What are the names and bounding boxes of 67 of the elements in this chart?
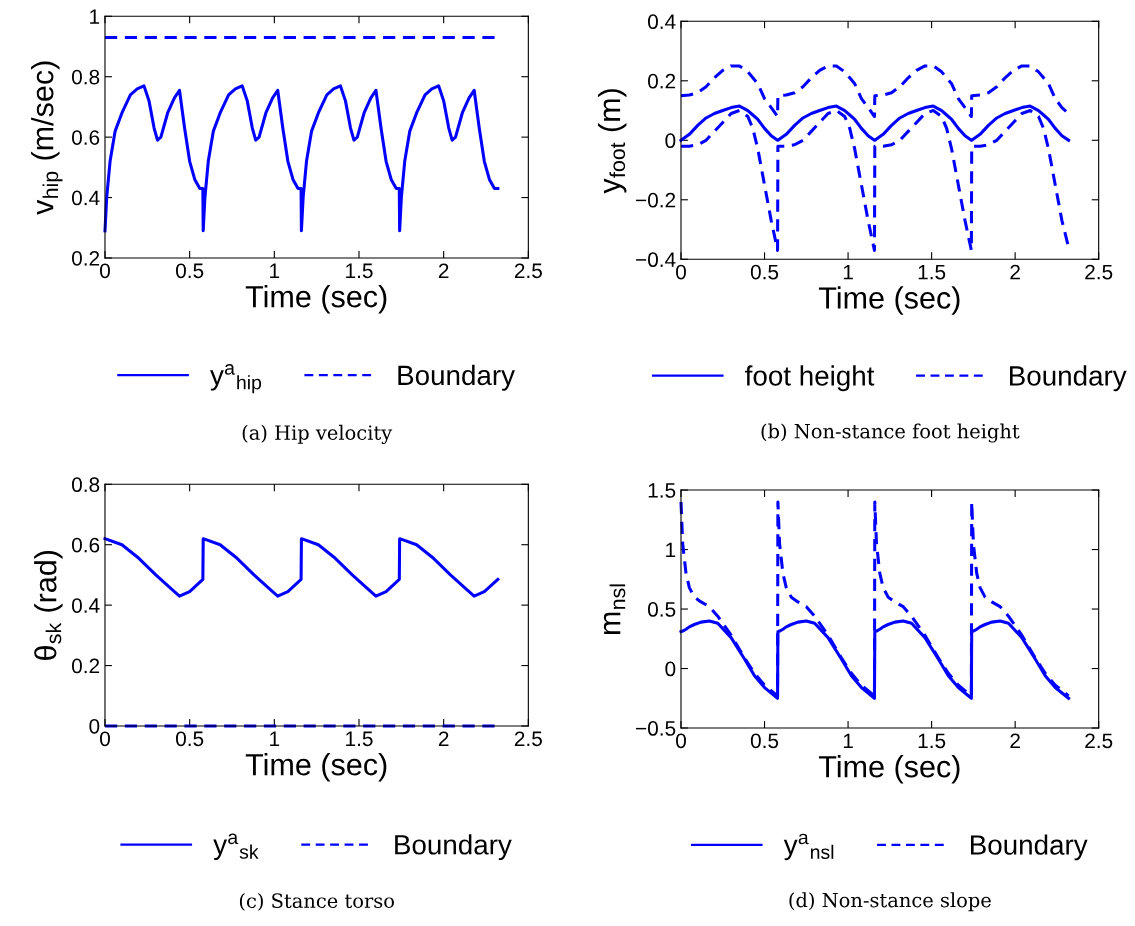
y-tick-label: 0 (89, 718, 100, 734)
y-tick-label: 1 (666, 542, 676, 558)
x-tick-label: 0.5 (175, 263, 204, 279)
y-tick-label: 0.8 (71, 477, 100, 493)
x-tick-label: 0.5 (750, 733, 779, 749)
legend-label: y$^{a}$$_{nsl}$ (783, 833, 834, 861)
x-tick-label: 1 (843, 733, 853, 748)
y-axis-title: m$_{nsl}$ (603, 584, 626, 635)
legend-label: Boundary (398, 364, 515, 391)
x-tick-label: 1.5 (918, 264, 946, 280)
x-tick-label: 2 (1010, 264, 1020, 280)
y-tick-label: 0.8 (71, 69, 100, 85)
legend-label: Boundary (395, 834, 512, 861)
x-tick-label: 1 (270, 731, 280, 746)
y-tick-label: 1 (90, 9, 100, 24)
legend-label: Boundary (1010, 365, 1127, 392)
legend-label: foot height (745, 365, 875, 392)
line-series (103, 537, 500, 598)
x-tick-label: 0 (100, 731, 110, 747)
x-tick-label: 2.5 (514, 731, 542, 747)
y-tick-label: −0.2 (636, 192, 676, 208)
x-axis-title: Time (sec) (245, 753, 387, 782)
text: (c) Stance torso (239, 893, 394, 911)
line-series (103, 84, 500, 233)
x-tick-label: 2 (438, 731, 449, 746)
x-tick-label: 2.5 (1085, 733, 1113, 749)
x-tick-label: 0 (676, 733, 686, 749)
y-tick-label: 0.2 (71, 658, 100, 674)
x-tick-label: 0.5 (750, 264, 779, 280)
text: (d) Non-stance slope (789, 892, 991, 912)
y-tick-label: 0.4 (71, 598, 100, 613)
legend-label: Boundary (971, 834, 1088, 861)
x-tick-label: 2.5 (1085, 264, 1113, 280)
y-axis-title: v$_{hip}$ (m/sec) (31, 61, 63, 215)
x-axis-title: Time (sec) (818, 755, 960, 784)
text: (b) Non-stance foot height (761, 423, 1020, 443)
y-tick-label: 0.4 (647, 14, 676, 30)
x-tick-label: 0 (676, 264, 686, 280)
line-series (679, 109, 1071, 252)
legend-label: y$^{a}$$_{sk}$ (213, 833, 259, 860)
x-tick-label: 2 (1010, 733, 1020, 748)
legend-label: y$^{a}$$_{hip}$ (210, 364, 262, 394)
y-tick-label: 0.4 (71, 190, 100, 206)
y-tick-label: 0.6 (71, 130, 100, 145)
y-tick-label: 1.5 (648, 483, 676, 498)
y-axis-title: y$_{foot}$ (m) (597, 89, 627, 194)
y-tick-label: 0.2 (647, 73, 676, 89)
x-tick-label: 1.5 (918, 733, 946, 749)
y-tick-label: −0.5 (636, 721, 676, 736)
x-tick-label: 2.5 (514, 263, 542, 279)
y-tick-label: −0.4 (636, 252, 676, 268)
x-tick-label: 1 (270, 263, 280, 278)
y-tick-label: 0.6 (71, 537, 100, 553)
x-tick-label: 0 (100, 263, 110, 279)
x-axis-title: Time (sec) (245, 285, 387, 314)
x-tick-label: 0.5 (175, 731, 204, 747)
y-tick-label: 0.2 (71, 250, 100, 266)
y-tick-label: 0 (665, 661, 676, 677)
x-tick-label: 1.5 (346, 263, 373, 279)
x-tick-label: 1 (843, 264, 853, 280)
x-axis-title: Time (sec) (818, 286, 960, 315)
y-axis-title: θ$_{sk}$ (rad) (34, 550, 63, 660)
text: (a) Hip velocity (242, 424, 393, 444)
x-tick-label: 1.5 (346, 731, 373, 747)
x-tick-label: 2 (438, 263, 449, 278)
y-tick-label: 0.5 (647, 602, 676, 617)
y-tick-label: 0 (665, 133, 676, 149)
